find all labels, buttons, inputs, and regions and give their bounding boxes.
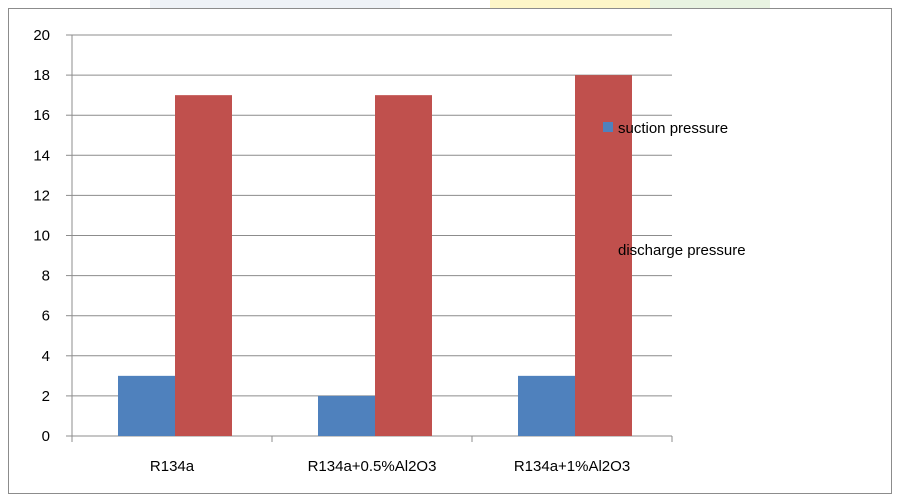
- legend-label: discharge pressure: [618, 242, 746, 259]
- bar-suction-pressure: [518, 375, 575, 436]
- y-tick-label: 20: [33, 27, 50, 44]
- x-category-label: R134a+1%Al2O3: [514, 458, 630, 475]
- y-tick-label: 2: [42, 388, 50, 405]
- y-tick-label: 0: [42, 428, 50, 445]
- bar-discharge-pressure: [175, 95, 232, 437]
- decorative-header-strip-yellow: [490, 0, 650, 10]
- bar-discharge-pressure: [375, 95, 432, 437]
- y-tick-label: 4: [42, 348, 50, 365]
- x-category-label: R134a: [150, 458, 195, 475]
- legend-label: suction pressure: [618, 120, 728, 137]
- y-tick-label: 12: [33, 187, 50, 204]
- bar-suction-pressure: [318, 395, 375, 436]
- decorative-header-strip: [150, 0, 400, 10]
- y-tick-label: 8: [42, 268, 50, 285]
- y-tick-label: 14: [33, 147, 50, 164]
- x-category-label: R134a+0.5%Al2O3: [308, 458, 437, 475]
- decorative-header-strip-green: [650, 0, 770, 10]
- bar-suction-pressure: [118, 375, 175, 436]
- y-tick-label: 16: [33, 107, 50, 124]
- y-tick-label: 10: [33, 228, 50, 245]
- legend-swatch: [603, 122, 613, 132]
- bar-discharge-pressure: [575, 75, 632, 436]
- y-tick-label: 6: [42, 308, 50, 325]
- y-tick-label: 18: [33, 67, 50, 84]
